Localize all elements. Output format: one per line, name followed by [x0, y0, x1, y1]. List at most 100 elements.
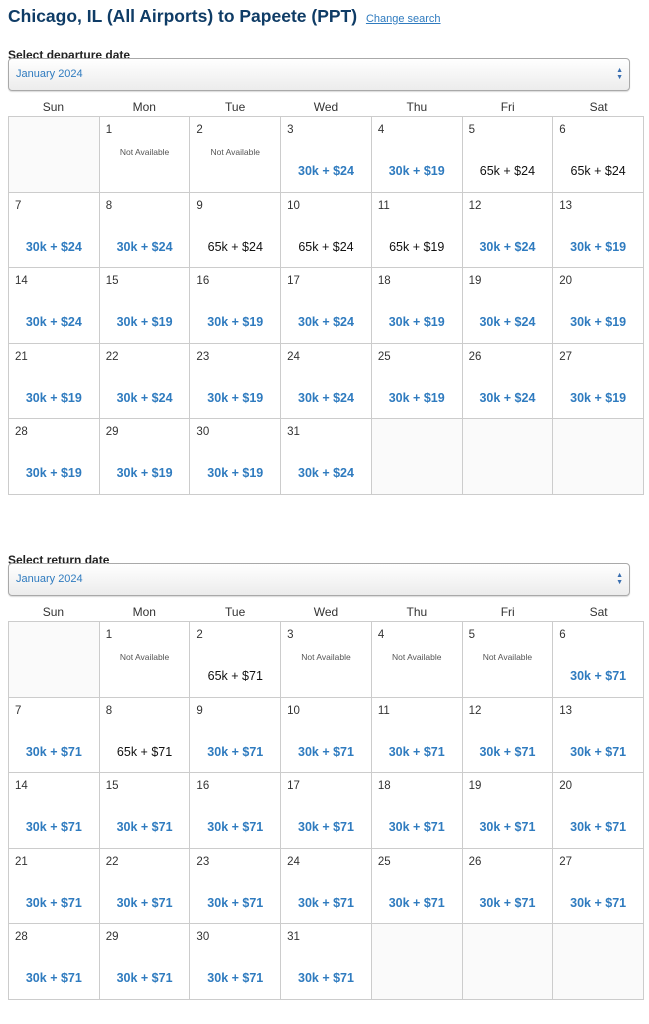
day-cell-9[interactable]: 9 30k + $71: [190, 697, 282, 774]
fare-price: 30k + $24: [25, 315, 82, 330]
day-number: 2: [196, 124, 203, 136]
day-cell-15[interactable]: 15 30k + $71: [99, 773, 191, 849]
day-cell-18[interactable]: 18 30k + $19: [371, 268, 463, 344]
day-cell-9[interactable]: 9 65k + $24: [190, 192, 282, 269]
day-cell-4[interactable]: 4 30k + $19: [371, 117, 463, 193]
day-cell-16[interactable]: 16 30k + $71: [190, 773, 282, 849]
day-cell-5[interactable]: 5 65k + $24: [462, 117, 554, 193]
day-cell-19[interactable]: 19 30k + $71: [462, 773, 554, 849]
day-cell-14[interactable]: 14 30k + $71: [9, 773, 100, 849]
day-cell-7[interactable]: 7 30k + $24: [9, 192, 100, 269]
not-available-text: Not Available: [119, 147, 170, 157]
day-cell-26[interactable]: 26 30k + $24: [462, 343, 554, 420]
day-cell-31[interactable]: 31 30k + $71: [281, 924, 372, 1000]
day-cell-12[interactable]: 12 30k + $24: [462, 192, 554, 269]
day-cell-13[interactable]: 13 30k + $71: [553, 697, 644, 774]
day-cell-29[interactable]: 29 30k + $19: [99, 419, 191, 495]
day-cell-11[interactable]: 11 65k + $19: [371, 192, 463, 269]
fare-price: 30k + $71: [388, 820, 445, 835]
weekday-sun: Sun: [42, 605, 65, 619]
day-number: 14: [15, 275, 28, 288]
day-cell-17[interactable]: 17 30k + $24: [281, 268, 372, 344]
fare-price: 30k + $71: [479, 744, 536, 759]
empty-day-cell: [9, 117, 100, 193]
day-cell-28[interactable]: 28 30k + $71: [9, 924, 100, 1000]
day-number: 18: [377, 780, 391, 793]
day-number: 20: [559, 275, 573, 288]
day-cell-20[interactable]: 20 30k + $71: [553, 773, 644, 849]
fare-price: 30k + $71: [116, 820, 173, 835]
day-cell-24[interactable]: 24 30k + $24: [281, 343, 372, 420]
day-number: 29: [105, 426, 119, 439]
day-cell-28[interactable]: 28 30k + $19: [9, 419, 100, 495]
day-cell-4: 4 Not Available: [371, 622, 463, 698]
day-cell-14[interactable]: 14 30k + $24: [9, 268, 100, 344]
weekday-tue: Tue: [225, 605, 246, 619]
day-cell-8[interactable]: 8 65k + $71: [99, 697, 191, 774]
return-month-select[interactable]: January 2024 ▲ ▼: [8, 563, 630, 596]
fare-price: 30k + $71: [207, 744, 264, 759]
day-cell-2[interactable]: 2 65k + $71: [190, 622, 282, 698]
day-cell-29[interactable]: 29 30k + $71: [99, 924, 191, 1000]
day-cell-3[interactable]: 3 30k + $24: [281, 117, 372, 193]
day-number: 30: [196, 931, 210, 944]
fare-price: 30k + $24: [116, 239, 173, 254]
day-cell-20[interactable]: 20 30k + $19: [553, 268, 644, 344]
route-title: Chicago, IL (All Airports) to Papeete (P…: [8, 6, 358, 26]
day-number: 8: [105, 704, 113, 717]
day-cell-12[interactable]: 12 30k + $71: [462, 697, 554, 774]
day-cell-6[interactable]: 6 65k + $24: [553, 117, 644, 193]
departure-month-select[interactable]: January 2024 ▲ ▼: [8, 58, 630, 91]
day-cell-19[interactable]: 19 30k + $24: [462, 268, 554, 344]
day-cell-27[interactable]: 27 30k + $71: [553, 848, 644, 925]
fare-price: 30k + $71: [388, 744, 445, 759]
fare-price: 30k + $71: [25, 820, 82, 835]
weekday-mon: Mon: [132, 100, 156, 114]
day-number: 12: [468, 704, 482, 717]
fare-price: 30k + $24: [479, 390, 536, 405]
day-number: 3: [287, 629, 294, 641]
day-cell-2: 2 Not Available: [190, 117, 282, 193]
empty-day-cell: [371, 924, 463, 1000]
empty-day-cell: [462, 924, 554, 1000]
day-number: 24: [287, 855, 300, 868]
day-cell-17[interactable]: 17 30k + $71: [281, 773, 372, 849]
day-cell-18[interactable]: 18 30k + $71: [371, 773, 463, 849]
change-search-link[interactable]: Change search: [365, 13, 441, 25]
day-number: 7: [15, 704, 22, 717]
day-cell-13[interactable]: 13 30k + $19: [553, 192, 644, 269]
day-number: 4: [377, 124, 385, 136]
day-cell-26[interactable]: 26 30k + $71: [462, 848, 554, 925]
fare-price: 30k + $24: [25, 239, 82, 254]
day-cell-21[interactable]: 21 30k + $71: [9, 848, 100, 925]
day-number: 16: [196, 275, 210, 288]
fare-price: 65k + $24: [479, 164, 536, 178]
day-cell-6[interactable]: 6 30k + $71: [553, 622, 644, 698]
day-cell-15[interactable]: 15 30k + $19: [99, 268, 191, 344]
day-cell-16[interactable]: 16 30k + $19: [190, 268, 282, 344]
day-number: 12: [468, 199, 482, 212]
day-cell-10[interactable]: 10 30k + $71: [281, 697, 372, 774]
day-cell-8[interactable]: 8 30k + $24: [99, 192, 191, 269]
day-cell-10[interactable]: 10 65k + $24: [281, 192, 372, 269]
day-cell-30[interactable]: 30 30k + $71: [190, 924, 282, 1000]
day-cell-22[interactable]: 22 30k + $71: [99, 848, 191, 925]
fare-price: 30k + $71: [116, 971, 173, 986]
day-number: 21: [15, 350, 28, 363]
day-cell-11[interactable]: 11 30k + $71: [371, 697, 463, 774]
fare-price: 30k + $19: [25, 466, 82, 481]
day-cell-30[interactable]: 30 30k + $19: [190, 419, 282, 495]
day-cell-21[interactable]: 21 30k + $19: [9, 343, 100, 420]
day-cell-7[interactable]: 7 30k + $71: [9, 697, 100, 774]
day-cell-31[interactable]: 31 30k + $24: [281, 419, 372, 495]
day-cell-23[interactable]: 23 30k + $19: [190, 343, 282, 420]
day-number: 9: [196, 199, 203, 212]
day-cell-25[interactable]: 25 30k + $19: [371, 343, 463, 420]
day-cell-23[interactable]: 23 30k + $71: [190, 848, 282, 925]
not-available-text: Not Available: [210, 147, 261, 157]
day-cell-22[interactable]: 22 30k + $24: [99, 343, 191, 420]
day-cell-27[interactable]: 27 30k + $19: [553, 343, 644, 420]
day-cell-24[interactable]: 24 30k + $71: [281, 848, 372, 925]
day-cell-25[interactable]: 25 30k + $71: [371, 848, 463, 925]
not-available-text: Not Available: [391, 652, 442, 662]
